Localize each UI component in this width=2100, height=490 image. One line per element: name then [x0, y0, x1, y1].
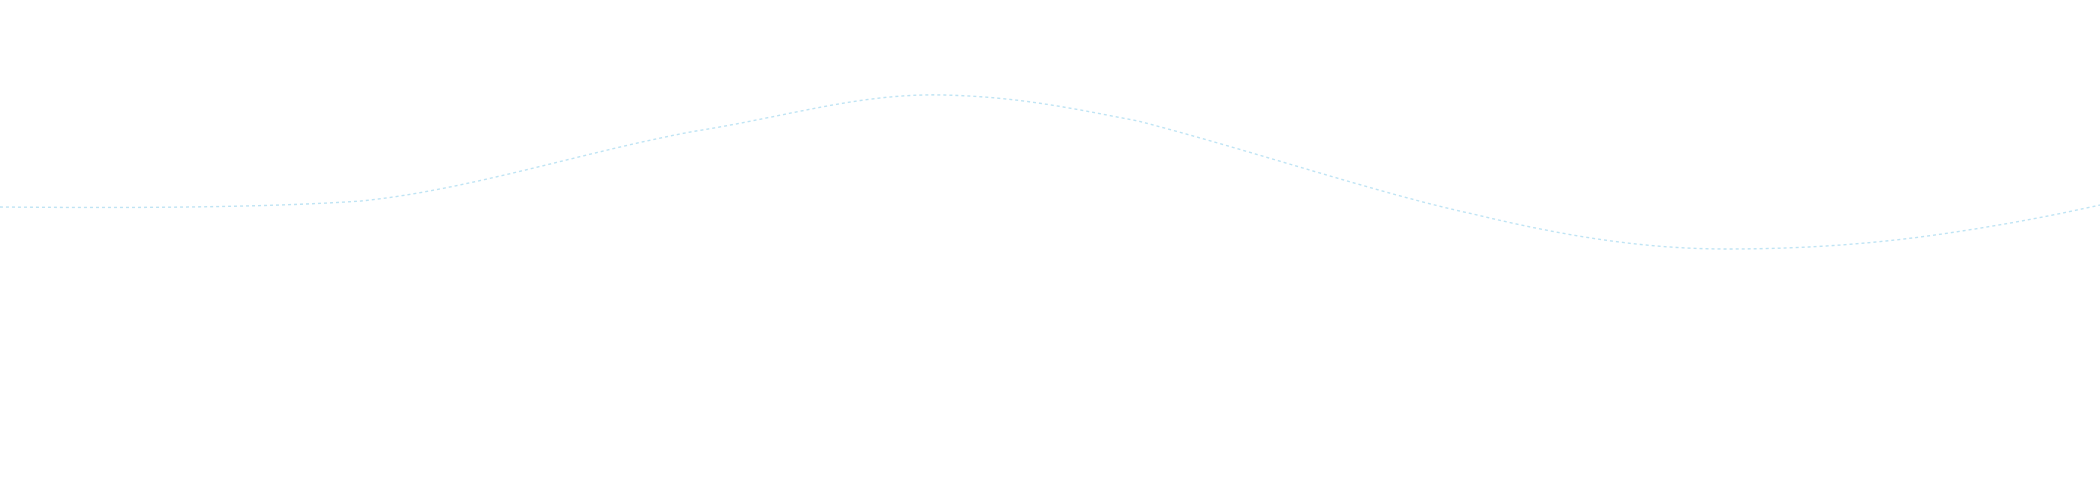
wave-line	[0, 94, 2100, 250]
